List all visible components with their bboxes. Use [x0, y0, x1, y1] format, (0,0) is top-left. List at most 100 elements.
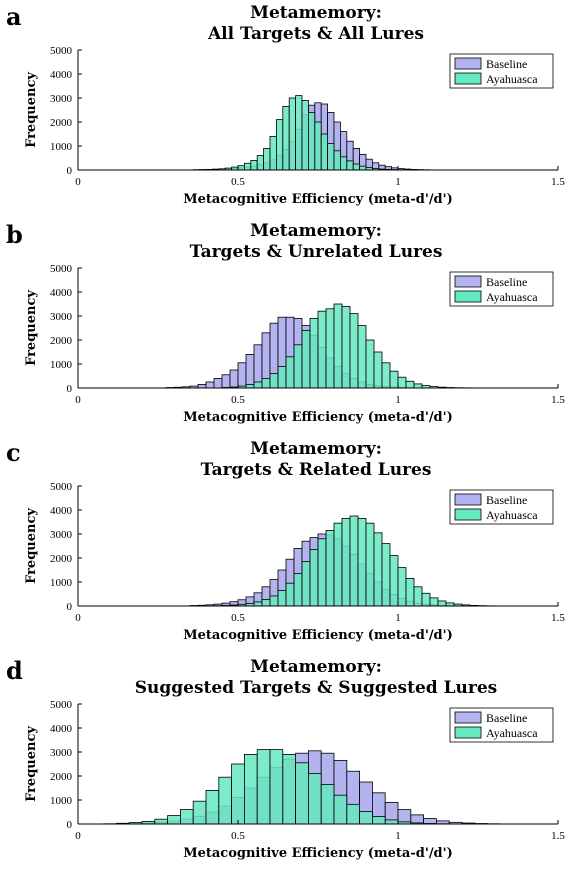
y-tick-label: 2000: [50, 335, 73, 347]
x-tick-label: 0: [75, 612, 81, 624]
y-tick-label: 0: [67, 383, 73, 395]
histogram-bar: [251, 160, 257, 170]
histogram-bar: [385, 820, 398, 824]
histogram-bar: [262, 600, 270, 606]
histogram-bar: [219, 777, 232, 824]
histogram-bar: [222, 375, 230, 388]
histogram-bar: [168, 816, 181, 824]
x-tick-label: 0: [75, 830, 81, 842]
histogram-bar: [206, 382, 214, 388]
x-tick-label: 0.5: [231, 612, 245, 624]
histogram-bar: [270, 750, 283, 824]
histogram-bar: [374, 352, 382, 388]
histogram-bar: [254, 345, 262, 388]
histogram-bar: [390, 556, 398, 606]
y-tick-label: 3000: [50, 311, 73, 323]
x-tick-label: 0: [75, 176, 81, 188]
y-tick-label: 2000: [50, 771, 73, 783]
histogram-bar: [372, 817, 385, 824]
histogram-bar: [321, 134, 327, 170]
histogram-bar: [232, 764, 245, 824]
histogram-bar: [246, 354, 254, 388]
histogram-bar: [326, 530, 334, 606]
y-tick-label: 5000: [50, 481, 73, 493]
x-axis-label: Metacognitive Efficiency (meta-d'/d'): [183, 846, 453, 861]
y-axis-label: Frequency: [24, 508, 39, 584]
histogram-bar: [414, 587, 422, 606]
histogram-bar: [422, 593, 430, 606]
histogram-bar: [366, 523, 374, 606]
histogram-bar: [321, 784, 334, 824]
histogram-bar: [302, 100, 308, 170]
x-tick-label: 0.5: [231, 830, 245, 842]
histogram-bar: [398, 377, 406, 388]
histogram-bar: [358, 518, 366, 606]
legend-swatch: [455, 73, 481, 84]
x-tick-label: 1.5: [551, 176, 565, 188]
y-tick-label: 4000: [50, 505, 73, 517]
histogram-bar: [353, 164, 359, 170]
histogram-bar: [296, 96, 302, 170]
histogram-bar: [257, 750, 270, 824]
y-tick-label: 3000: [50, 747, 73, 759]
histogram-bar: [342, 518, 350, 606]
histogram-bar: [262, 378, 270, 388]
histogram-bar: [315, 122, 321, 170]
legend-swatch: [455, 494, 481, 505]
histogram-bar: [334, 304, 342, 388]
histogram-bar: [360, 812, 373, 824]
histogram-bar: [310, 318, 318, 388]
histogram-bar: [328, 144, 334, 170]
x-tick-label: 1: [395, 394, 401, 406]
histogram-bar: [326, 309, 334, 388]
legend-label: Ayahuasca: [486, 726, 538, 740]
histogram-bar: [374, 533, 382, 606]
histogram-bar: [289, 98, 295, 170]
x-axis-label: Metacognitive Efficiency (meta-d'/d'): [183, 192, 453, 207]
histogram-bar: [350, 516, 358, 606]
histogram-bar: [238, 363, 246, 388]
histogram-bar: [347, 804, 360, 824]
histogram-bar: [308, 112, 314, 170]
histogram-bar: [406, 578, 414, 606]
histogram-bar: [342, 306, 350, 388]
legend-swatch: [455, 712, 481, 723]
x-tick-label: 1.5: [551, 830, 565, 842]
y-tick-label: 1000: [50, 359, 73, 371]
y-tick-label: 4000: [50, 69, 73, 81]
x-tick-label: 0.5: [231, 176, 245, 188]
y-tick-label: 0: [67, 601, 73, 613]
y-tick-label: 3000: [50, 529, 73, 541]
histogram-bar: [334, 151, 340, 170]
histogram-bar: [347, 161, 353, 170]
y-tick-label: 5000: [50, 699, 73, 711]
histogram-bar: [270, 374, 278, 388]
y-tick-label: 5000: [50, 263, 73, 275]
histogram-bar: [334, 523, 342, 606]
histogram-bar: [270, 596, 278, 606]
histogram-bar: [278, 590, 286, 606]
histogram-bar: [286, 583, 294, 606]
histogram-bar: [294, 574, 302, 606]
legend-label: Ayahuasca: [486, 72, 538, 86]
histogram-bar: [270, 136, 276, 170]
histogram-bar: [310, 550, 318, 606]
histogram-bar: [286, 357, 294, 388]
histogram-bar: [180, 810, 193, 824]
histogram-bar: [340, 157, 346, 170]
y-tick-label: 4000: [50, 723, 73, 735]
x-tick-label: 1: [395, 176, 401, 188]
histogram-bar: [430, 598, 438, 606]
histogram-bar: [308, 774, 321, 824]
y-tick-label: 3000: [50, 93, 73, 105]
legend-label: Ayahuasca: [486, 508, 538, 522]
